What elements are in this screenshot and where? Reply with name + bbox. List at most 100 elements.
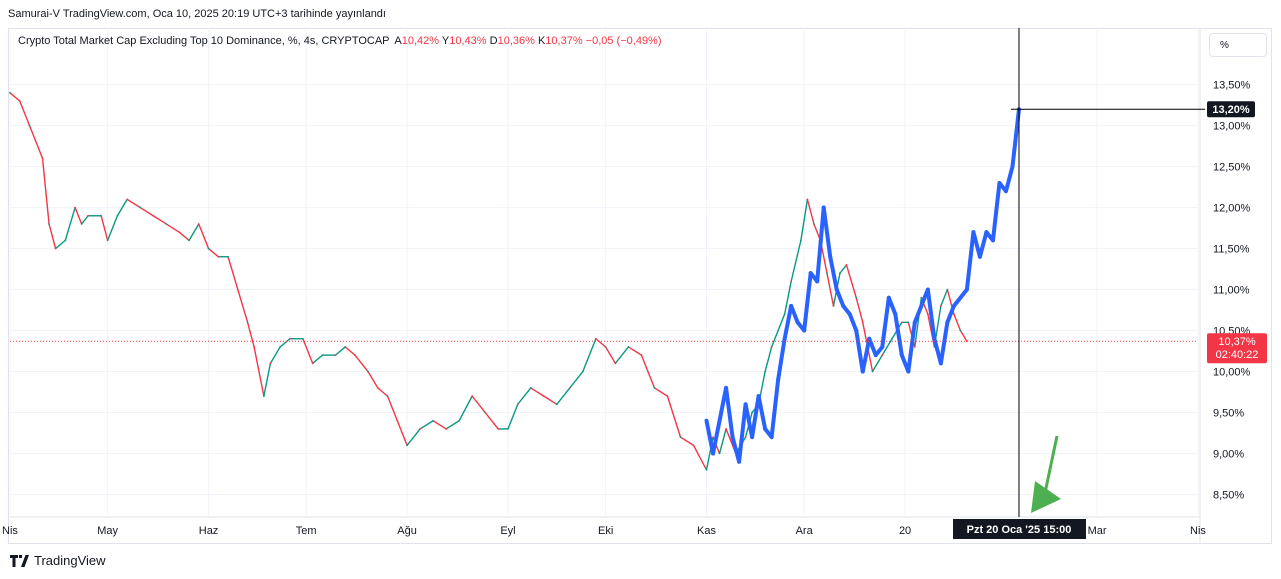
series-main-point <box>679 436 682 439</box>
series-main-point <box>790 280 793 283</box>
series-main-segment <box>263 363 272 397</box>
series-main-segment <box>628 346 642 356</box>
series-projection-segment <box>802 271 813 333</box>
series-projection-segment <box>977 230 989 259</box>
series-main-segment <box>19 100 31 126</box>
series-projection-segment <box>990 180 1002 243</box>
x-tick-label: May <box>97 525 118 537</box>
annotation-arrow-head <box>1030 481 1061 513</box>
low-label: D <box>489 35 498 47</box>
series-main-segment <box>507 404 519 430</box>
series-projection-segment <box>724 385 735 440</box>
series-main-point <box>653 387 656 389</box>
series-main-point <box>236 288 239 291</box>
series-main-point <box>926 313 929 316</box>
y-tick-label: 13,50% <box>1213 80 1251 92</box>
series-main-point <box>367 370 369 373</box>
grid <box>8 28 1201 544</box>
series-main-segment <box>582 338 597 372</box>
series-main-segment <box>139 206 154 217</box>
countdown-label: 02:40:22 <box>1216 349 1259 361</box>
series-projection-segment <box>867 336 878 358</box>
series-main-segment <box>605 346 616 364</box>
series-main-segment <box>269 346 281 364</box>
series-main-segment <box>484 412 499 430</box>
series-main-point <box>952 313 955 316</box>
series-main-segment <box>845 264 857 298</box>
series-main-segment <box>116 199 128 217</box>
series-main-point <box>692 444 695 447</box>
series-main-point <box>302 337 304 340</box>
series-main-segment <box>165 223 180 233</box>
series-main-point <box>18 100 21 102</box>
low-value: 10,36% <box>497 35 535 47</box>
series-main-point <box>419 428 422 430</box>
series-main-segment <box>826 273 835 307</box>
series-main-point <box>48 223 50 225</box>
series-main-segment <box>396 420 408 446</box>
series-main-point <box>484 411 487 414</box>
series-main-point <box>744 436 747 439</box>
series-main-point <box>207 247 210 250</box>
footer-brand[interactable]: TradingView <box>10 553 106 568</box>
series-main-point <box>666 395 669 398</box>
series-projection-segment <box>886 295 898 317</box>
publish-caption: Samurai-V TradingView.com, Oca 10, 2025 … <box>8 8 386 20</box>
open-value: 10,42% <box>401 35 440 47</box>
series-main-segment <box>178 231 190 241</box>
series-main-segment <box>806 199 815 225</box>
series-main-point <box>516 403 519 406</box>
crosshair-time-badge <box>952 519 1086 539</box>
series-main-point <box>871 370 874 373</box>
series-projection-segment <box>938 320 950 366</box>
x-axis: Nis May Haz Tem Ağu Eyl Eki Kas Ara 20 Mar Nis <box>2 525 1206 537</box>
series-main-point <box>725 428 727 430</box>
x-tick-label: Eyl <box>500 525 515 537</box>
open-label: A <box>394 35 402 47</box>
series-main-point <box>913 346 916 348</box>
series-projection <box>704 107 1021 464</box>
series-projection-segment <box>971 230 982 259</box>
y-tick-label: 8,50% <box>1213 490 1244 502</box>
series-main-point <box>920 296 923 299</box>
chart-legend: Crypto Total Market Cap Excluding Top 10… <box>18 35 662 47</box>
series-projection-segment <box>789 303 800 325</box>
series-main-point <box>855 296 858 299</box>
series-projection-segment <box>821 205 833 259</box>
series-main-segment <box>790 240 802 282</box>
annotation-arrow-shaft <box>1043 435 1059 494</box>
series-main-segment <box>302 338 314 364</box>
series-main-point <box>87 214 90 217</box>
series-main-segment <box>471 395 486 413</box>
series-main-point <box>445 428 448 430</box>
crosshair-price-badge <box>1207 101 1255 118</box>
series-main-segment <box>569 371 584 389</box>
high-value: 10,43% <box>449 35 487 47</box>
series-main-segment <box>344 346 356 356</box>
series-main-point <box>262 395 265 398</box>
series-main-point <box>839 272 841 275</box>
series-main-point <box>253 346 256 348</box>
series-main-point <box>705 469 708 471</box>
series-main-segment <box>556 387 571 405</box>
series-main-point <box>80 223 83 225</box>
x-tick-label: Kas <box>697 525 716 537</box>
series-main-point <box>64 239 67 242</box>
series-main-point <box>321 354 324 357</box>
series-main-segment <box>41 158 50 225</box>
series-main-point <box>217 255 220 258</box>
series-main-point <box>344 346 347 348</box>
series-main-point <box>555 403 558 406</box>
series-main-segment <box>354 354 369 372</box>
series-main-point <box>471 395 474 398</box>
series-main-point <box>165 223 168 225</box>
series-main-point <box>718 452 721 455</box>
unit-button[interactable]: % <box>1209 33 1267 57</box>
series-main-segment <box>595 338 607 348</box>
series-main-segment <box>28 125 44 159</box>
symbol-name[interactable]: Crypto Total Market Cap Excluding Top 10… <box>18 35 390 47</box>
series-main-segment <box>783 281 792 315</box>
series-main-point <box>800 239 802 242</box>
series-main-point <box>581 370 584 373</box>
